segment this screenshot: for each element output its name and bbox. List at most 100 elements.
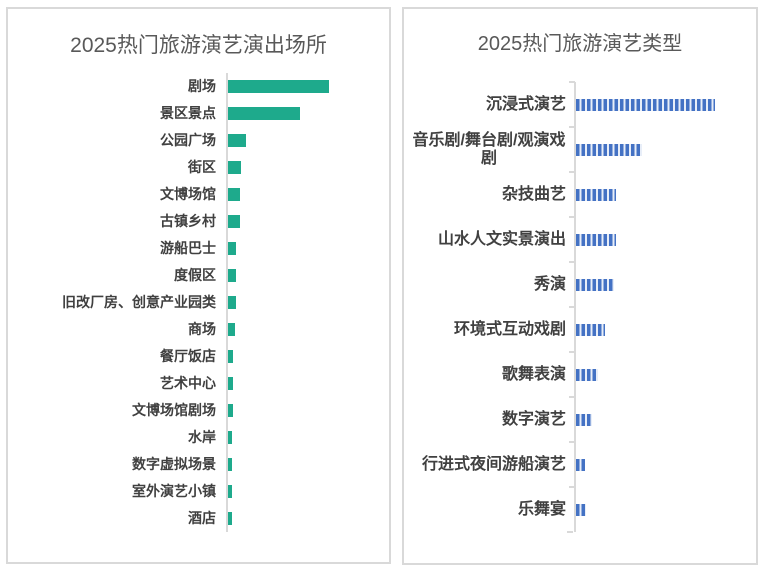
bar <box>576 368 598 381</box>
category-label: 度假区 <box>174 266 216 283</box>
bar <box>228 350 234 363</box>
bar <box>228 404 233 417</box>
bar-track <box>569 441 746 487</box>
chart-row: 街区 <box>16 154 379 181</box>
category-label: 文博场馆 <box>160 185 216 202</box>
bar-track <box>226 208 379 235</box>
venues-chart-title: 2025热门旅游演艺演出场所 <box>70 34 327 57</box>
bar-track <box>569 216 746 262</box>
bar <box>576 188 616 201</box>
types-chart-title: 2025热门旅游演艺类型 <box>477 33 683 55</box>
bar <box>228 107 300 120</box>
category-label: 歌舞表演 <box>501 365 566 383</box>
category-label: 文博场馆剧场 <box>132 401 216 418</box>
chart-row: 文博场馆剧场 <box>16 397 379 424</box>
bar <box>228 323 236 336</box>
bar <box>576 143 642 156</box>
category-label: 水岸 <box>188 428 216 445</box>
chart-row: 餐厅饭店 <box>16 343 379 370</box>
bar-track <box>226 262 379 289</box>
bar-track <box>226 397 379 424</box>
chart-row: 水岸 <box>16 424 379 451</box>
bar-track <box>226 235 379 262</box>
bar <box>576 503 586 516</box>
bar-track <box>226 505 379 532</box>
chart-row: 歌舞表演 <box>412 351 746 397</box>
chart-row: 数字虚拟场景 <box>16 451 379 478</box>
bar <box>228 161 241 174</box>
category-label: 室外演艺小镇 <box>132 482 216 499</box>
category-label: 商场 <box>188 320 216 337</box>
chart-row: 室外演艺小镇 <box>16 478 379 505</box>
chart-row: 文博场馆 <box>16 181 379 208</box>
chart-row: 秀演 <box>412 261 746 307</box>
bar-track <box>569 351 746 397</box>
bar-track <box>226 154 379 181</box>
category-label: 沉浸式演艺 <box>485 95 566 113</box>
bar <box>576 413 592 426</box>
bar <box>576 323 605 336</box>
bar-track <box>226 451 379 478</box>
bar <box>228 215 240 228</box>
chart-row: 剧场 <box>16 73 379 100</box>
bar <box>228 296 236 309</box>
bar <box>228 134 246 147</box>
category-label: 数字演艺 <box>501 410 566 428</box>
category-label: 酒店 <box>188 509 216 526</box>
chart-row: 行进式夜间游船演艺 <box>412 441 746 487</box>
category-label: 艺术中心 <box>160 374 216 391</box>
bar-track <box>226 478 379 505</box>
chart-row: 酒店 <box>16 505 379 532</box>
bar <box>576 233 616 246</box>
category-label: 公园广场 <box>160 131 216 148</box>
category-label: 行进式夜间游船演艺 <box>421 455 566 473</box>
chart-row: 公园广场 <box>16 127 379 154</box>
category-label: 街区 <box>188 158 216 175</box>
category-label: 杂技曲艺 <box>501 185 566 203</box>
bar-track <box>226 289 379 316</box>
bar-track <box>226 100 379 127</box>
bar-track <box>226 424 379 451</box>
chart-row: 山水人文实景演出 <box>412 216 746 262</box>
venues-chart-panel: 2025热门旅游演艺演出场所 剧场景区景点公园广场街区文博场馆古镇乡村游船巴士度… <box>6 7 391 564</box>
category-label: 游船巴士 <box>160 239 216 256</box>
chart-row: 景区景点 <box>16 100 379 127</box>
chart-row: 环境式互动戏剧 <box>412 306 746 352</box>
category-label: 环境式互动戏剧 <box>453 320 566 338</box>
bar <box>228 188 240 201</box>
chart-row: 音乐剧/舞台剧/观演戏剧 <box>412 126 746 172</box>
category-label: 古镇乡村 <box>160 212 216 229</box>
types-chart-plot: 沉浸式演艺音乐剧/舞台剧/观演戏剧杂技曲艺山水人文实景演出秀演环境式互动戏剧歌舞… <box>412 81 746 533</box>
bar-track <box>226 73 379 100</box>
venues-chart-plot: 剧场景区景点公园广场街区文博场馆古镇乡村游船巴士度假区旧改厂房、创意产业园类商场… <box>16 73 379 532</box>
bar-track <box>569 396 746 442</box>
category-label: 旧改厂房、创意产业园类 <box>62 293 216 310</box>
bar-track <box>569 81 746 127</box>
bar <box>228 458 233 471</box>
bar-track <box>569 261 746 307</box>
chart-row: 旧改厂房、创意产业园类 <box>16 289 379 316</box>
bar <box>576 98 715 111</box>
category-label: 景区景点 <box>160 104 216 121</box>
bar-track <box>226 127 379 154</box>
bar <box>228 242 236 255</box>
types-chart-panel: 2025热门旅游演艺类型 沉浸式演艺音乐剧/舞台剧/观演戏剧杂技曲艺山水人文实景… <box>402 7 758 565</box>
bar-track <box>569 486 746 532</box>
bar-track <box>226 343 379 370</box>
bar-track <box>226 370 379 397</box>
chart-row: 数字演艺 <box>412 396 746 442</box>
bar <box>576 278 614 291</box>
bar-track <box>569 171 746 217</box>
bar <box>228 512 233 525</box>
category-label: 数字虚拟场景 <box>132 455 216 472</box>
bar-track <box>569 126 746 172</box>
category-label: 音乐剧/舞台剧/观演戏剧 <box>412 131 566 167</box>
category-label: 秀演 <box>533 275 566 293</box>
bar-track <box>569 306 746 352</box>
bar-track <box>226 316 379 343</box>
bar <box>228 80 329 93</box>
chart-row: 乐舞宴 <box>412 486 746 532</box>
bar <box>228 377 234 390</box>
bar-track <box>226 181 379 208</box>
chart-row: 游船巴士 <box>16 235 379 262</box>
